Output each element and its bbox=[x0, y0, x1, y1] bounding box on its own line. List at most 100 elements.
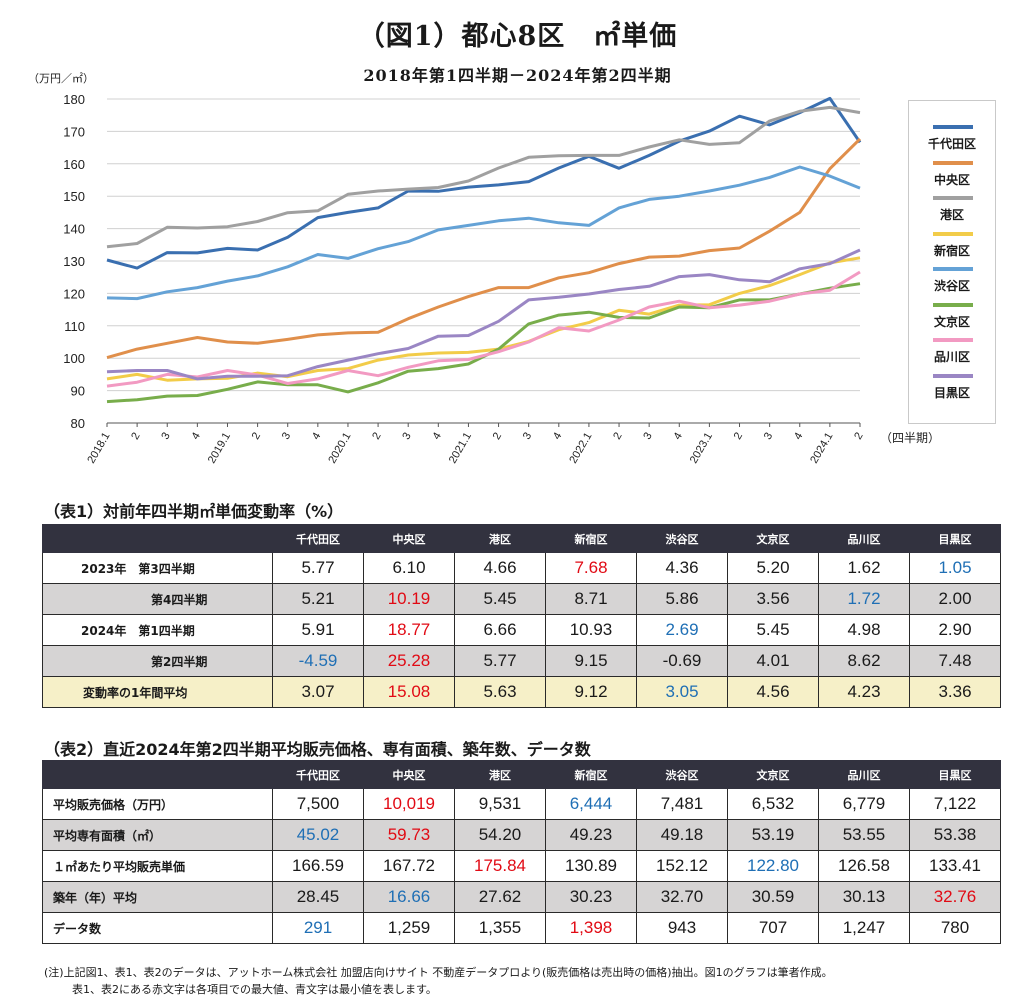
table-cell: 122.80 bbox=[727, 850, 819, 882]
x-tick-label: 2 bbox=[852, 431, 865, 442]
table-cell: 6,444 bbox=[545, 788, 637, 820]
column-header: 文京区 bbox=[727, 524, 819, 553]
legend-swatch bbox=[933, 231, 973, 236]
table-cell: 3.07 bbox=[272, 676, 364, 708]
series-line bbox=[106, 105, 861, 249]
table-cell: 5.20 bbox=[727, 552, 819, 584]
table-cell: 9.15 bbox=[545, 645, 637, 677]
table-cell: 8.71 bbox=[545, 583, 637, 615]
table-cell: 1,398 bbox=[545, 912, 637, 944]
table-cell: 3.36 bbox=[909, 676, 1001, 708]
x-tick-label: 2 bbox=[491, 431, 504, 442]
table-cell: 7.68 bbox=[545, 552, 637, 584]
table-cell: 5.86 bbox=[636, 583, 728, 615]
column-header: 文京区 bbox=[727, 760, 819, 789]
table-cell: 3.05 bbox=[636, 676, 728, 708]
table-cell: 5.45 bbox=[727, 614, 819, 646]
x-tick-label: 2019.1 bbox=[206, 431, 233, 466]
x-tick-label: 2 bbox=[732, 431, 745, 442]
table-cell: 152.12 bbox=[636, 850, 728, 882]
column-header bbox=[42, 524, 273, 553]
x-tick-label: 3 bbox=[280, 431, 293, 442]
table-cell: 16.66 bbox=[363, 881, 455, 913]
table-cell: 1,355 bbox=[454, 912, 546, 944]
table2-latest-stats: 千代田区 中央区 港区 新宿区 渋谷区 文京区 品川区 目黒区 平均販売価格（万円） 7,500 1… bbox=[42, 760, 1001, 944]
column-header: 港区 bbox=[454, 760, 546, 789]
footnote-2: 表1、表2にある赤文字は各項目での最大値、青文字は最小値を表します。 bbox=[72, 983, 437, 996]
y-tick-label: 180 bbox=[63, 92, 85, 107]
table-cell: -0.69 bbox=[636, 645, 728, 677]
legend-label: 港区 bbox=[939, 208, 964, 222]
table-cell: 6.10 bbox=[363, 552, 455, 584]
legend-item: 千代田区 bbox=[909, 123, 995, 159]
table-cell: 10,019 bbox=[363, 788, 455, 820]
legend-label: 渋谷区 bbox=[933, 279, 970, 293]
x-tick-label: 2018.1 bbox=[85, 431, 112, 466]
figure-subtitle: 2018年第1四半期－2024年第2四半期 bbox=[363, 66, 672, 85]
x-tick-label: 2022.1 bbox=[567, 431, 594, 466]
table-cell: 7,481 bbox=[636, 788, 728, 820]
table-cell: 32.76 bbox=[909, 881, 1001, 913]
table-cell: 30.59 bbox=[727, 881, 819, 913]
series-line bbox=[106, 137, 862, 360]
legend-item: 品川区 bbox=[909, 336, 995, 372]
legend-item: 渋谷区 bbox=[909, 265, 995, 301]
y-tick-label: 140 bbox=[63, 222, 85, 237]
x-tick-label: 3 bbox=[400, 431, 413, 442]
table-cell: 126.58 bbox=[818, 850, 910, 882]
table-cell: 1.05 bbox=[909, 552, 1001, 584]
legend-swatch bbox=[933, 160, 973, 165]
table-cell: 6,779 bbox=[818, 788, 910, 820]
table-cell: 2.00 bbox=[909, 583, 1001, 615]
column-header: 中央区 bbox=[363, 760, 455, 789]
column-header: 渋谷区 bbox=[636, 524, 728, 553]
row-label: 第4四半期 bbox=[42, 583, 273, 615]
x-tick-label: 4 bbox=[190, 431, 203, 442]
column-header bbox=[42, 760, 273, 789]
series-line bbox=[106, 248, 861, 381]
table-row: データ数 291 1,259 1,355 1,398 943 707 1,247 780 bbox=[42, 912, 1001, 944]
x-tick-label: 4 bbox=[430, 431, 443, 442]
table-cell: 5.63 bbox=[454, 676, 546, 708]
table-cell: 9.12 bbox=[545, 676, 637, 708]
table-cell: 4.56 bbox=[727, 676, 819, 708]
legend-label: 新宿区 bbox=[933, 243, 970, 258]
table-row: 第4四半期 5.21 10.19 5.45 8.71 5.86 3.56 1.72 2.00 bbox=[42, 583, 1001, 615]
row-label: 平均販売価格（万円） bbox=[42, 788, 273, 820]
x-tick-label: 2023.1 bbox=[688, 431, 715, 466]
column-header: 渋谷区 bbox=[636, 760, 728, 789]
table-cell: 5.21 bbox=[272, 583, 364, 615]
series-line bbox=[106, 256, 861, 382]
row-label: 2024年 第1四半期 bbox=[42, 614, 273, 646]
table-cell: 167.72 bbox=[363, 850, 455, 882]
x-tick-label: 4 bbox=[671, 431, 684, 442]
table-cell: 30.23 bbox=[545, 881, 637, 913]
legend-swatch bbox=[933, 373, 973, 378]
table-cell: 5.45 bbox=[454, 583, 546, 615]
table-cell: 8.62 bbox=[818, 645, 910, 677]
table-cell: 1.62 bbox=[818, 552, 910, 584]
legend-item: 港区 bbox=[909, 194, 995, 230]
row-label: 平均専有面積（㎡） bbox=[42, 819, 273, 851]
table-cell: 4.23 bbox=[818, 676, 910, 708]
table-cell: 9,531 bbox=[454, 788, 546, 820]
y-tick-label: 160 bbox=[63, 157, 85, 172]
table-cell: 1,247 bbox=[818, 912, 910, 944]
table-cell: 7,500 bbox=[272, 788, 364, 820]
column-header: 中央区 bbox=[363, 524, 455, 553]
table1-rate-of-change: 千代田区 中央区 港区 新宿区 渋谷区 文京区 品川区 目黒区 2023年 第3四半期 5.77 6… bbox=[42, 524, 1001, 708]
x-tick-label: 2 bbox=[611, 431, 624, 442]
row-label: データ数 bbox=[42, 912, 273, 944]
series-line bbox=[106, 282, 861, 404]
table-row: １㎡あたり平均販売単価 166.59 167.72 175.84 130.89 152.1… bbox=[42, 850, 1001, 882]
x-tick-label: 3 bbox=[641, 431, 654, 442]
table-header-row: 千代田区 中央区 港区 新宿区 渋谷区 文京区 品川区 目黒区 bbox=[42, 524, 1001, 553]
legend-item: 新宿区 bbox=[909, 230, 995, 266]
column-header: 新宿区 bbox=[545, 760, 637, 789]
table-cell: 15.08 bbox=[363, 676, 455, 708]
table-cell: 707 bbox=[727, 912, 819, 944]
column-header: 品川区 bbox=[818, 524, 910, 553]
column-header: 新宿区 bbox=[545, 524, 637, 553]
figure-title: （図1）都心8区 ㎡単価 bbox=[357, 21, 678, 52]
table-cell: 7.48 bbox=[909, 645, 1001, 677]
